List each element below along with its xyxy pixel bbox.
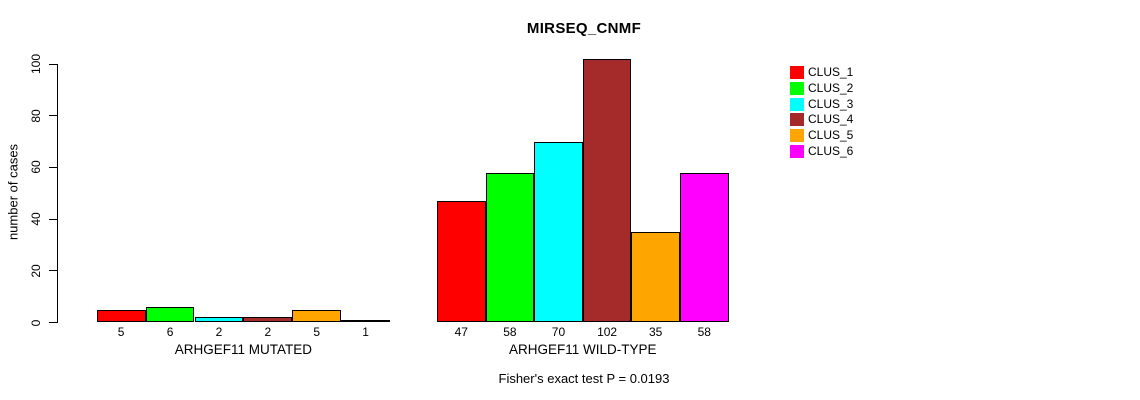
x-group-label-mutated: ARHGEF11 MUTATED: [174, 342, 313, 357]
bar-value-label: 6: [166, 324, 174, 339]
legend-item-clus_5: CLUS_5: [790, 128, 853, 144]
bar-clus_4-group2: [582, 58, 632, 323]
bar-clus_2-group2: [485, 172, 535, 323]
y-axis-tick: [49, 270, 57, 272]
legend-label: CLUS_4: [808, 112, 854, 127]
bar-value-label: 58: [503, 324, 517, 339]
bar-clus_5-group2: [631, 232, 680, 323]
legend-item-clus_4: CLUS_4: [790, 112, 853, 128]
y-axis-tick: [49, 63, 57, 65]
bar-clus_1-group2: [437, 201, 486, 323]
bar-value-label: 2: [264, 324, 272, 339]
y-tick-label: 40: [29, 212, 43, 226]
bar-value-label: 5: [313, 324, 321, 339]
legend-item-clus_6: CLUS_6: [790, 143, 853, 159]
y-axis-tick: [49, 322, 57, 323]
bar-clus_3-group2: [534, 141, 583, 323]
bar-value-label: 58: [697, 324, 711, 339]
bar-value-label: 47: [454, 324, 468, 339]
legend-label: CLUS_3: [808, 96, 854, 111]
bar-clus_1-group1: [96, 309, 146, 323]
y-tick-label: 80: [29, 109, 43, 123]
legend-swatch-icon: [790, 113, 804, 127]
legend-swatch-icon: [790, 66, 804, 80]
y-tick-label: 60: [29, 160, 43, 175]
bar-value-label: 102: [597, 324, 618, 339]
y-axis-label: number of cases: [5, 143, 21, 241]
bar-clus_3-group1: [194, 317, 244, 323]
bar-value-label: 35: [649, 324, 663, 339]
legend-label: CLUS_6: [808, 143, 854, 158]
legend-swatch-icon: [790, 97, 804, 111]
legend-swatch-icon: [790, 82, 804, 96]
bar-clus_4-group1: [243, 317, 293, 323]
y-axis-tick: [49, 115, 57, 117]
fisher-test-annotation: Fisher's exact test P = 0.0193: [498, 371, 670, 386]
bar-clus_5-group1: [292, 309, 342, 323]
bar-value-label: 5: [117, 324, 125, 339]
legend-label: CLUS_5: [808, 128, 854, 143]
x-group-label-wild-type: ARHGEF11 WILD-TYPE: [509, 342, 657, 357]
legend-item-clus_3: CLUS_3: [790, 96, 853, 112]
bar-value-label: 70: [551, 324, 566, 339]
chart-title: MIRSEQ_CNMF: [526, 20, 642, 37]
legend-item-clus_2: CLUS_2: [790, 81, 853, 97]
y-tick-label: 0: [29, 319, 43, 326]
y-axis-line: [57, 64, 58, 323]
legend-label: CLUS_2: [808, 81, 854, 96]
legend: CLUS_1 CLUS_2 CLUS_3 CLUS_4 CLUS_5 CLUS_6: [790, 65, 853, 159]
bar-clus_6-group2: [680, 172, 729, 323]
y-tick-label: 100: [29, 53, 43, 75]
y-axis-tick: [49, 166, 57, 168]
y-tick-label: 20: [29, 264, 43, 278]
legend-swatch-icon: [790, 129, 804, 143]
bar-value-label: 2: [215, 324, 223, 339]
bar-clus_6-group1: [341, 319, 391, 323]
bar-clus_2-group1: [145, 306, 195, 323]
legend-swatch-icon: [790, 144, 804, 158]
bar-value-label: 1: [362, 324, 369, 339]
y-axis-tick: [49, 218, 57, 220]
legend-label: CLUS_1: [808, 65, 854, 80]
legend-item-clus_1: CLUS_1: [790, 65, 853, 81]
